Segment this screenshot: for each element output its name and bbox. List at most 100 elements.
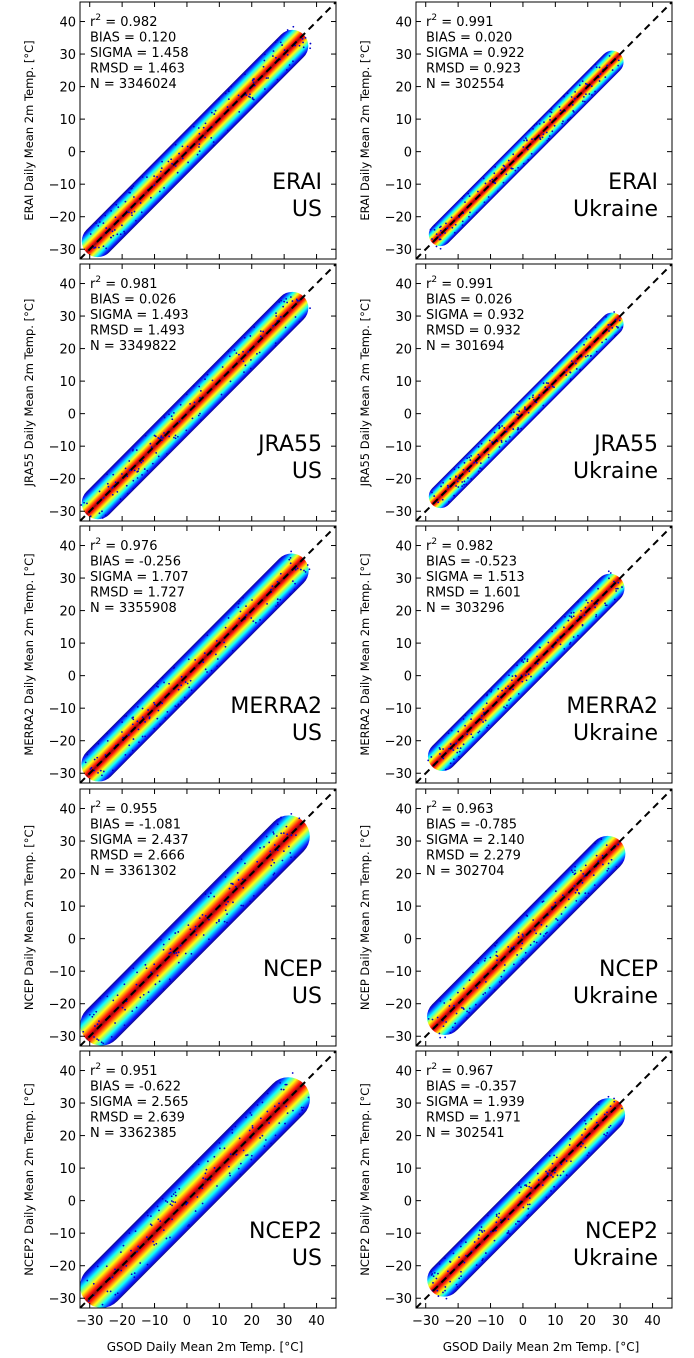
scatter-panel-ncep-ukraine: −30 −20 −10 0 10 20 30 40 NCEP Daily Mean 2m Tem… — [358, 788, 673, 1047]
y-tick-label: 30 — [395, 1097, 412, 1112]
stat-bias: BIAS = -0.523 — [426, 555, 517, 570]
stat-n: N = 302554 — [426, 77, 505, 92]
region-label: US — [292, 459, 322, 484]
y-tick-label: 0 — [68, 933, 76, 948]
identity-line — [416, 526, 672, 783]
y-tick-label: −30 — [385, 767, 412, 782]
y-tick-label: 30 — [59, 48, 76, 63]
dataset-label: MERRA2 — [566, 694, 658, 719]
x-tick-label: −30 — [412, 1314, 439, 1329]
x-tick-label: −20 — [108, 1314, 135, 1329]
plot-frame — [415, 788, 673, 1047]
y-tick-label: −30 — [49, 1030, 76, 1045]
y-tick-label: 30 — [59, 835, 76, 850]
scatter-panel-jra55-ukraine: −30 −20 −10 0 10 20 30 40 JRA55 Daily Mean 2m Te… — [358, 263, 673, 522]
plot-frame — [79, 263, 337, 522]
y-tick-label: −20 — [385, 211, 412, 226]
y-tick-label: 40 — [59, 540, 76, 555]
y-tick-label: −30 — [49, 1292, 76, 1307]
y-tick-label: −20 — [49, 211, 76, 226]
plot-frame — [415, 1, 673, 260]
y-tick-label: 40 — [59, 278, 76, 293]
y-tick-label: 10 — [395, 375, 412, 390]
y-tick-label: 30 — [59, 572, 76, 587]
y-tick-label: 10 — [59, 1162, 76, 1177]
y-tick-label: 30 — [59, 310, 76, 325]
y-axis-label: ERAI Daily Mean 2m Temp. [°C] — [358, 40, 372, 220]
y-tick-label: −20 — [385, 473, 412, 488]
y-axis-label: MERRA2 Daily Mean 2m Temp. [°C] — [358, 553, 372, 755]
y-tick-label: 40 — [395, 803, 412, 818]
y-tick-label: 10 — [59, 637, 76, 652]
stat-bias: BIAS = -0.357 — [426, 1080, 517, 1095]
y-tick-label: 40 — [59, 16, 76, 31]
stat-r2: r2 = 0.982 — [426, 537, 493, 554]
y-tick-label: 20 — [59, 1130, 76, 1145]
y-tick-label: 20 — [395, 81, 412, 96]
stat-n: N = 3355908 — [90, 601, 177, 616]
y-tick-label: 20 — [59, 343, 76, 358]
y-axis-label: NCEP Daily Mean 2m Temp. [°C] — [358, 825, 372, 1010]
stat-bias: BIAS = 0.120 — [90, 31, 176, 46]
y-tick-label: −20 — [49, 473, 76, 488]
stat-sigma: SIGMA = 1.939 — [426, 1095, 525, 1110]
y-tick-label: −30 — [385, 1030, 412, 1045]
y-axis-label: JRA55 Daily Mean 2m Temp. [°C] — [358, 299, 372, 488]
y-axis-label: NCEP Daily Mean 2m Temp. [°C] — [22, 825, 36, 1010]
stat-rmsd: RMSD = 2.279 — [426, 849, 521, 864]
region-label: Ukraine — [573, 459, 658, 484]
y-tick-label: 20 — [395, 343, 412, 358]
x-axis-label-left: GSOD Daily Mean 2m Temp. [°C] — [107, 1340, 304, 1354]
scatter-panel-erai-ukraine: −30 −20 −10 0 10 20 30 40 ERAI Daily Mean 2m Tem… — [358, 1, 673, 260]
x-tick-label: 0 — [519, 1314, 527, 1329]
dataset-label: NCEP2 — [249, 1219, 322, 1244]
stat-rmsd: RMSD = 1.971 — [426, 1111, 521, 1126]
y-tick-label: −10 — [385, 1227, 412, 1242]
dataset-label: JRA55 — [256, 432, 322, 457]
stat-rmsd: RMSD = 0.932 — [426, 324, 521, 339]
x-axis-label-right: GSOD Daily Mean 2m Temp. [°C] — [443, 1340, 640, 1354]
y-tick-label: −20 — [385, 998, 412, 1013]
region-label: US — [292, 721, 322, 746]
y-tick-label: 30 — [395, 835, 412, 850]
stat-r2: r2 = 0.991 — [426, 275, 493, 292]
stat-n: N = 3361302 — [90, 864, 177, 879]
dataset-label: NCEP — [263, 957, 322, 982]
plot-frame — [79, 525, 337, 784]
stat-bias: BIAS = -1.081 — [90, 818, 181, 833]
stat-sigma: SIGMA = 0.932 — [426, 308, 525, 323]
identity-line — [416, 2, 672, 259]
y-tick-label: −10 — [385, 178, 412, 193]
y-tick-label: 30 — [395, 572, 412, 587]
dataset-label: ERAI — [608, 170, 658, 195]
y-tick-label: 0 — [404, 670, 412, 685]
y-tick-label: 0 — [68, 670, 76, 685]
stat-sigma: SIGMA = 1.513 — [426, 570, 525, 585]
stat-rmsd: RMSD = 2.666 — [90, 849, 185, 864]
y-tick-label: 30 — [395, 310, 412, 325]
y-axis-label: NCEP2 Daily Mean 2m Temp. [°C] — [358, 1083, 372, 1275]
x-tick-label: 0 — [183, 1314, 191, 1329]
y-tick-label: −10 — [49, 1227, 76, 1242]
x-tick-label: −30 — [76, 1314, 103, 1329]
plot-frame — [415, 1050, 673, 1309]
stat-bias: BIAS = 0.026 — [90, 293, 176, 308]
region-label: US — [292, 984, 322, 1009]
x-tick-label: 10 — [547, 1314, 564, 1329]
stat-n: N = 301694 — [426, 339, 505, 354]
y-tick-label: 0 — [404, 1195, 412, 1210]
y-tick-label: −10 — [49, 965, 76, 980]
y-tick-label: −10 — [49, 702, 76, 717]
x-tick-label: 40 — [644, 1314, 661, 1329]
stat-bias: BIAS = -0.622 — [90, 1080, 181, 1095]
y-tick-label: 10 — [395, 113, 412, 128]
stat-n: N = 3346024 — [90, 77, 177, 92]
y-tick-label: −20 — [49, 1260, 76, 1275]
stat-r2: r2 = 0.981 — [90, 275, 157, 292]
y-tick-label: −10 — [49, 178, 76, 193]
y-tick-label: 20 — [395, 605, 412, 620]
region-label: US — [292, 197, 322, 222]
y-tick-label: 20 — [395, 1130, 412, 1145]
stat-rmsd: RMSD = 0.923 — [426, 62, 521, 77]
identity-line — [80, 526, 336, 783]
